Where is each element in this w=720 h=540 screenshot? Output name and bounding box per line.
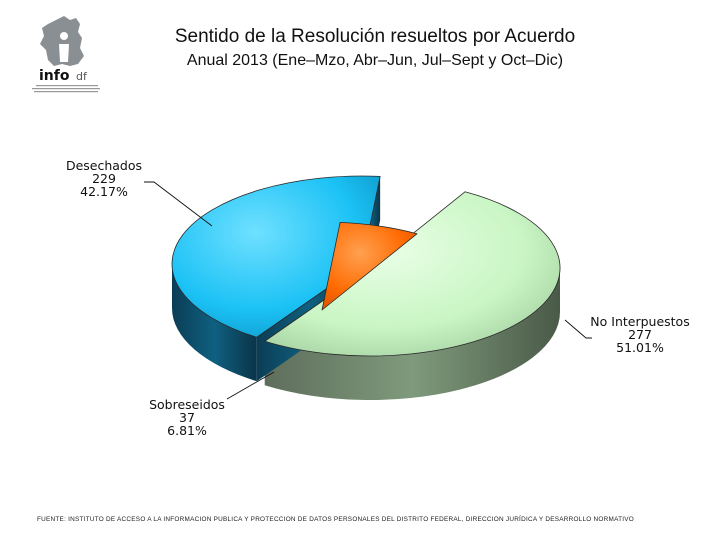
logo-fineprint-1 — [36, 85, 98, 87]
label-name-desechados: Desechados — [66, 158, 142, 173]
logo-person-head-icon — [60, 32, 68, 40]
logo-fineprint-2 — [32, 88, 100, 90]
leader-lines — [144, 181, 592, 400]
pie-side-no-interpuestos — [264, 268, 560, 401]
source-footnote: FUENTE: INSTITUTO DE ACCESO A LA INFORMA… — [37, 516, 635, 523]
chart-title: Sentido de la Resolución resueltos por A… — [174, 26, 576, 47]
logo-map-icon — [40, 16, 84, 66]
logo-person-body-icon — [59, 44, 69, 62]
logo-fineprint-3 — [34, 91, 98, 93]
label-value-desechados: 229 — [92, 171, 116, 186]
label-name-no-interpuestos: No Interpuestos — [590, 314, 689, 329]
pie-side-desechados — [172, 264, 257, 382]
logo-suffix: df — [76, 70, 88, 83]
label-percent-sobreseidos: 6.81% — [167, 423, 207, 438]
label-name-sobreseidos: Sobreseidos — [149, 397, 225, 412]
pie-slice-no-interpuestos — [264, 191, 561, 357]
pie-tops — [171, 175, 561, 357]
infodf-logo: info df — [32, 16, 100, 93]
leader-sobreseidos — [226, 371, 275, 400]
label-percent-no-interpuestos: 51.01% — [616, 340, 664, 355]
chart-subtitle: Anual 2013 (Ene–Mzo, Abr–Jun, Jul–Sept y… — [186, 52, 564, 69]
pie-slice-sobreseidos — [321, 222, 418, 311]
label-value-no-interpuestos: 277 — [628, 327, 652, 342]
leader-desechados — [144, 181, 213, 227]
label-percent-desechados: 42.17% — [80, 184, 128, 199]
logo-text: info — [39, 68, 70, 84]
label-value-sobreseidos: 37 — [179, 410, 195, 425]
leader-no-interpuestos — [564, 319, 592, 339]
pie-slice-desechados — [171, 175, 381, 338]
